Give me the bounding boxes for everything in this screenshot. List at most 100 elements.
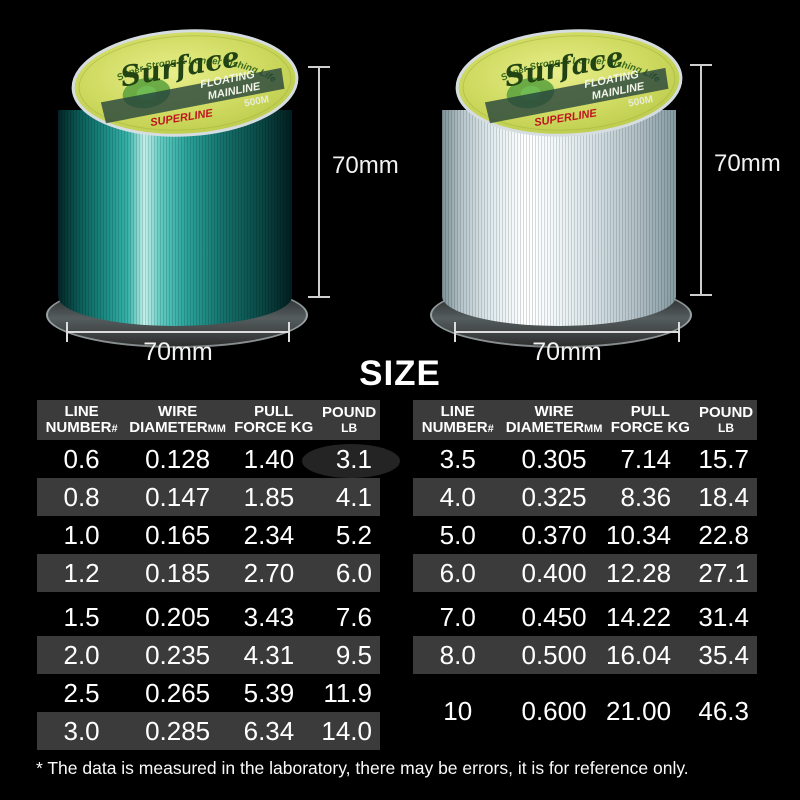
dimension-line [66,331,290,333]
table-cell: 18.4 [698,481,749,512]
table-cell: 0.450 [502,592,606,636]
table-row: 6.0 0.400 12.28 27.1 [413,554,757,595]
table-cell: 2.5 [63,677,100,708]
table-cell: 0.205 [126,592,230,636]
col-header-line-number: LINE NUMBER# [37,400,127,440]
table-cell: 2.70 [243,557,295,588]
table-row: 2.0 0.235 4.31 9.5 [37,636,380,674]
col-header-line-number: LINE NUMBER# [413,400,503,440]
table-cell: 27.1 [698,557,749,588]
size-section-title: SIZE [359,354,441,393]
table-cell: 0.165 [145,519,211,550]
table-cell: 0.6 [63,443,100,474]
table-cell: 0.8 [63,481,100,512]
table-cell: 10.34 [605,519,672,550]
table-row: 0.8 0.147 1.85 4.1 [37,478,380,516]
table-row: 0.6 0.128 1.40 3.1 [37,440,380,478]
table-cell: 1.85 [243,481,295,512]
dimension-line [700,64,702,296]
table-cell: 8.36 [620,481,672,512]
table-cell: 7.6 [318,592,380,636]
table-row: 1.0 0.165 2.34 5.2 [37,516,380,554]
height-dimension-label: 70mm [714,150,781,177]
col-header-pull-force: PULL FORCE KG [229,400,319,440]
table-cell: 0.600 [521,695,587,726]
table-row: 1.5 0.205 3.43 7.6 [37,592,380,636]
table-row: 4.0 0.325 8.36 18.4 [413,478,757,516]
table-cell: 4.1 [335,481,372,512]
table-row: 2.5 0.265 5.39 11.9 [37,674,380,712]
table-cell: 14.0 [321,715,372,746]
table-cell: 46.3 [698,695,749,726]
spec-table-right: LINE NUMBER# WIRE DIAMETERMM PULL FORCE … [413,400,757,762]
table-cell: 0.305 [521,443,587,474]
spool-top-label: Super Strong & Longer Fishing Life Surfa… [67,22,302,144]
width-dimension-label: 70mm [143,338,213,366]
table-cell: 1.0 [63,519,100,550]
table-header-row: LINE NUMBER# WIRE DIAMETERMM PULL FORCE … [413,400,757,440]
table-row: 3.5 0.305 7.14 15.7 [413,440,757,478]
table-row: 3.0 0.285 6.34 14.0 [37,712,380,750]
table-cell: 1.5 [37,592,127,636]
table-cell: 35.4 [698,639,749,670]
table-cell: 0.370 [521,519,587,550]
table-cell: 1.2 [63,557,100,588]
spool-label-graphic: Super Strong & Longer Fishing Life Surfa… [455,29,683,137]
label-length: 500M [627,94,654,110]
col-header-pound: POUND LB [695,400,757,440]
table-cell: 0.235 [145,639,211,670]
table-header-row: LINE NUMBER# WIRE DIAMETERMM PULL FORCE … [37,400,380,440]
highlight-ellipse [302,444,400,478]
table-cell: 0.285 [145,715,211,746]
table-row: 7.0 0.450 14.22 31.4 [413,592,757,636]
table-cell: 31.4 [695,592,757,636]
spool-label-graphic: Super Strong & Longer Fishing Life Surfa… [71,29,299,137]
table-cell: 4.31 [243,639,295,670]
spec-table-left: LINE NUMBER# WIRE DIAMETERMM PULL FORCE … [37,400,380,750]
height-dimension-right: 70mm [690,64,781,296]
table-cell: 0.185 [145,557,211,588]
table-row: 8.0 0.500 16.04 35.4 [413,636,757,674]
table-cell: 0.265 [145,677,211,708]
width-dimension-label: 70mm [532,338,602,366]
table-cell: 5.0 [439,519,476,550]
label-dark-band [484,67,669,124]
table-cell: 8.0 [439,639,476,670]
table-cell: 11.9 [323,677,372,708]
table-row: 1.2 0.185 2.70 6.0 [37,554,380,595]
table-cell: 21.00 [605,695,672,726]
disclaimer-footnote: * The data is measured in the laboratory… [36,758,689,778]
col-header-pull-force: PULL FORCE KG [605,400,696,440]
table-cell: 6.34 [243,715,295,746]
table-cell: 1.40 [243,443,295,474]
table-cell: 7.14 [620,443,672,474]
table-cell: 0.128 [145,443,211,474]
table-cell: 6.0 [439,557,476,588]
table-cell: 2.34 [243,519,295,550]
col-header-wire-diameter: WIRE DIAMETERMM [126,400,230,440]
height-dimension-label: 70mm [332,152,399,179]
dimension-cap [678,322,680,342]
dimension-line [454,331,680,333]
spool-top-label: Super Strong & Longer Fishing Life Surfa… [451,22,686,144]
table-cell: 2.0 [63,639,100,670]
dimension-cap [308,296,330,298]
spool-line-body [58,110,292,326]
table-cell: 14.22 [605,592,696,636]
dimension-cap [690,294,712,296]
table-row: 5.0 0.370 10.34 22.8 [413,516,757,554]
table-cell: 6.0 [335,557,372,588]
dimension-cap [288,322,290,342]
col-header-wire-diameter: WIRE DIAMETERMM [502,400,606,440]
table-cell: 3.1 [335,443,372,474]
table-cell: 9.5 [335,639,372,670]
width-dimension-left: 70mm [66,322,290,386]
table-cell: 4.0 [439,481,476,512]
table-cell: 22.8 [698,519,749,550]
table-cell: 0.500 [521,639,587,670]
table-cell: 0.400 [521,557,587,588]
table-cell: 0.325 [521,481,587,512]
spool-photo-green: Super Strong & Longer Fishing Life Surfa… [44,29,308,352]
table-cell: 16.04 [605,639,672,670]
